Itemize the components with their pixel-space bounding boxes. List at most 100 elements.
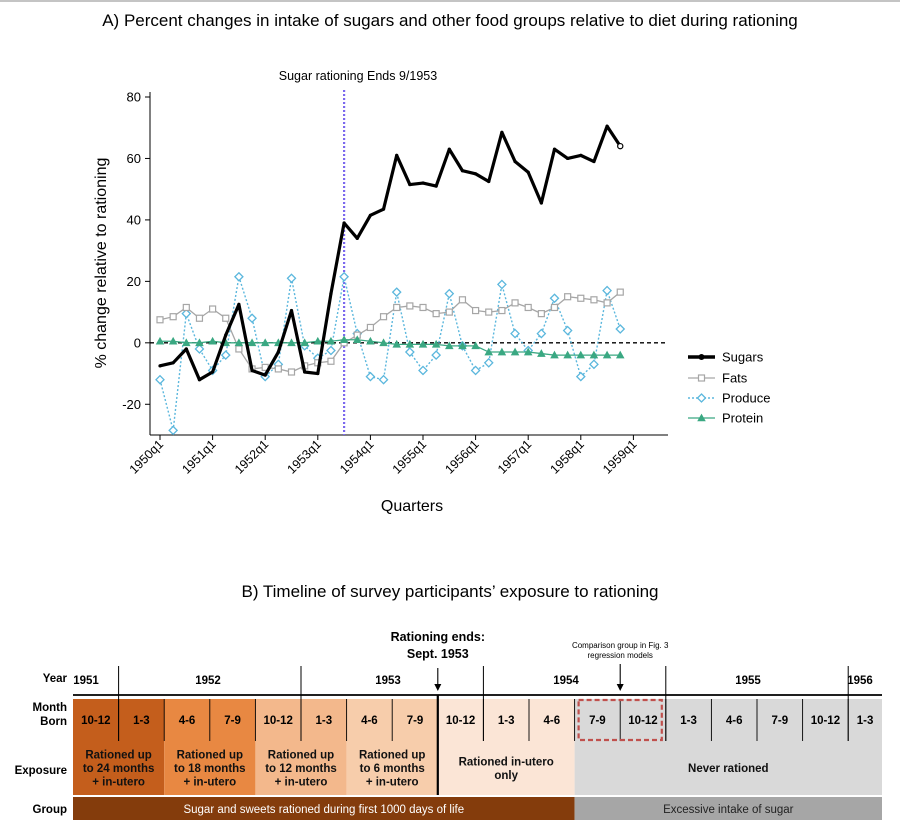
produce-point — [181, 308, 192, 319]
produce-point — [286, 273, 297, 284]
sugars-point — [224, 333, 228, 337]
protein-point — [550, 350, 559, 359]
month-label: 4-6 — [726, 715, 743, 727]
fats-point — [209, 305, 217, 313]
fats-point — [590, 296, 598, 304]
exposure-block-5 — [437, 699, 575, 795]
produce-point — [326, 345, 336, 356]
fats-point — [445, 308, 453, 316]
exposure-label: + in-utero — [92, 777, 145, 789]
x-tick-label: 1951q1 — [179, 437, 218, 476]
protein-point — [287, 338, 296, 347]
protein-point — [155, 336, 165, 345]
sugars-point — [276, 350, 280, 354]
series-line-protein — [160, 339, 621, 356]
produce-point — [444, 288, 455, 299]
legend-item-fats: Fats — [688, 371, 748, 386]
sugars-point — [368, 213, 372, 217]
protein-point — [234, 338, 244, 347]
legend-marker-produce — [696, 393, 707, 403]
protein-point — [352, 335, 362, 344]
legend-marker-protein — [697, 413, 706, 422]
month-label: 1-3 — [857, 715, 874, 727]
month-label: 7-9 — [589, 715, 606, 727]
month-label: 10-12 — [811, 715, 840, 727]
month-label: 10-12 — [446, 715, 475, 727]
fats-point — [524, 303, 532, 312]
produce-point — [194, 344, 205, 354]
rationing-ends-arrowhead — [434, 684, 442, 691]
protein-point — [445, 341, 454, 350]
x-tick-label: 1955q1 — [390, 437, 429, 476]
group-bar-rationed — [73, 797, 575, 820]
produce-point — [549, 293, 560, 304]
produce-point — [247, 313, 257, 324]
protein-point — [300, 338, 309, 347]
year-label-1956: 1956 — [847, 675, 873, 687]
protein-point — [182, 338, 191, 347]
produce-point — [602, 285, 613, 296]
exposure-label: Rationed up — [359, 750, 425, 762]
sugars-point — [329, 292, 333, 296]
produce-point — [496, 279, 507, 290]
protein-point — [510, 347, 520, 356]
protein-point — [563, 350, 572, 359]
fats-point — [550, 303, 559, 312]
produce-point — [575, 371, 586, 382]
protein-point — [458, 341, 467, 350]
chart-legend: Sugars Fats Produce Protein — [688, 350, 770, 426]
group-label-rationed: Sugar and sweets rationed during first 1… — [183, 804, 464, 816]
sugars-point — [381, 207, 386, 211]
group-bar-excessive — [574, 797, 882, 820]
year-label-1955: 1955 — [735, 675, 761, 687]
sugars-point — [552, 147, 557, 151]
fats-point — [195, 314, 204, 322]
produce-point — [378, 374, 389, 385]
sugars-point — [250, 368, 254, 373]
exposure-label: Rationed in-utero — [459, 756, 554, 768]
x-tick-label: 1957q1 — [495, 437, 534, 476]
sugars-point — [617, 142, 624, 150]
exposure-label: Rationed up — [268, 750, 334, 762]
fats-point — [511, 299, 519, 307]
sugars-point — [355, 236, 359, 240]
fats-point — [393, 303, 401, 312]
fats-point — [379, 313, 388, 321]
fats-point — [235, 345, 243, 353]
comparison-label-line1: Comparison group in Fig. 3 — [572, 641, 669, 650]
exposure-label: + in-utero — [275, 777, 328, 789]
exposure-label: only — [494, 770, 518, 782]
y-tick-label: 80 — [127, 90, 141, 105]
legend-label-protein: Protein — [722, 411, 763, 426]
row-label-month: Month — [33, 702, 67, 714]
exposure-label: to 6 months — [360, 763, 425, 775]
x-tick-label: 1956q1 — [442, 437, 481, 476]
fats-point — [406, 302, 414, 310]
fats-point — [472, 306, 480, 315]
chart-axes: -20 0 20 40 60 80 1950q1 1951q1 1952q1 1953q1 1954… — [93, 90, 668, 515]
produce-point — [562, 325, 573, 336]
produce-point — [589, 359, 599, 370]
month-label: 4-6 — [179, 715, 196, 727]
rationing-ends-label: Rationing ends: — [391, 630, 485, 644]
legend-marker-fats — [697, 374, 706, 382]
protein-point — [537, 349, 546, 357]
fats-point — [169, 313, 177, 321]
sugars-point — [197, 378, 202, 382]
protein-point — [247, 338, 257, 347]
fats-point — [274, 365, 282, 373]
fats-point — [182, 303, 190, 312]
sugars-point — [316, 371, 320, 376]
sugars-point — [539, 201, 543, 205]
legend-item-sugars: Sugars — [688, 350, 764, 365]
produce-point — [510, 328, 520, 339]
fats-point — [577, 294, 585, 302]
fats-point — [603, 299, 611, 307]
month-label: 4-6 — [361, 715, 378, 727]
fats-point — [366, 323, 374, 332]
month-label: 1-3 — [498, 715, 515, 727]
month-label: 7-9 — [771, 715, 788, 727]
fats-point — [432, 310, 440, 318]
